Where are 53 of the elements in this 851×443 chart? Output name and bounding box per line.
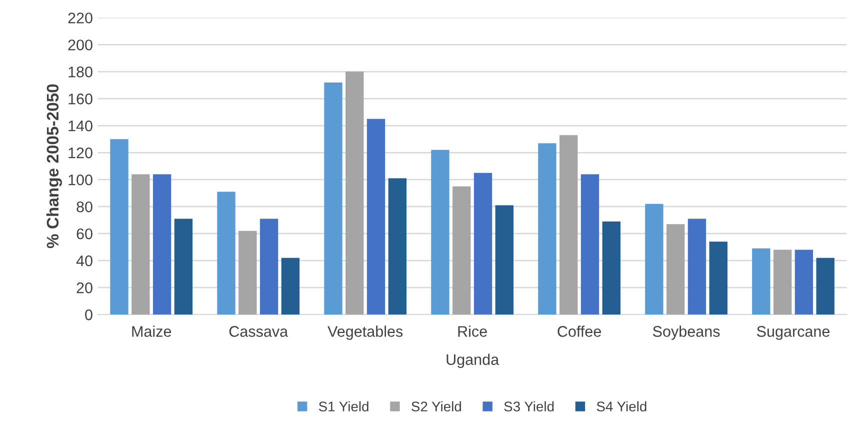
y-tick-label: 100 xyxy=(68,174,92,186)
x-tick-label: Cassava xyxy=(229,326,288,337)
bar xyxy=(666,224,685,315)
y-tick-label: 120 xyxy=(68,148,92,158)
x-tick-label: Vegetables xyxy=(328,326,403,340)
legend-label: S3 Yield xyxy=(504,401,554,412)
x-tick-label: Maize xyxy=(132,326,172,337)
bar xyxy=(388,178,407,315)
y-tick-label: 20 xyxy=(76,282,92,294)
bar xyxy=(452,186,471,315)
y-tick-label: 0 xyxy=(85,309,92,320)
bar xyxy=(580,174,600,315)
bar xyxy=(709,242,728,315)
bar xyxy=(794,250,814,315)
y-tick-label: 200 xyxy=(68,40,92,50)
legend-label: S4 Yield xyxy=(596,401,646,412)
bar xyxy=(174,218,193,315)
x-tick-label: Rice xyxy=(458,326,487,337)
bar xyxy=(260,218,278,315)
bar xyxy=(474,172,492,315)
y-tick-label: 40 xyxy=(76,255,92,266)
bar xyxy=(238,230,257,315)
y-tick-label: 80 xyxy=(76,201,92,212)
y-tick-label: 180 xyxy=(68,66,92,78)
bar xyxy=(366,118,386,315)
y-tick-label: 160 xyxy=(68,94,92,104)
bar xyxy=(816,258,834,315)
bar xyxy=(688,218,706,315)
y-tick-label: 140 xyxy=(68,120,92,132)
bar xyxy=(645,204,664,315)
bar xyxy=(773,250,792,315)
bar xyxy=(217,192,236,315)
bar xyxy=(559,135,578,315)
y-tick-label: 60 xyxy=(76,228,92,240)
bar xyxy=(324,82,342,315)
bar xyxy=(602,221,620,315)
x-tick-label: Coffee xyxy=(558,326,601,337)
x-tick-label: Soybeans xyxy=(652,326,720,340)
bar xyxy=(495,205,514,315)
bar xyxy=(538,143,556,315)
bar xyxy=(110,139,128,315)
bar xyxy=(152,174,172,315)
y-tick-label: 220 xyxy=(68,12,92,24)
bar xyxy=(431,150,450,315)
x-tick-label: Sugarcane xyxy=(757,326,830,340)
x-axis-title: Uganda xyxy=(446,354,500,368)
bar xyxy=(281,258,300,315)
legend-label: S2 Yield xyxy=(412,401,461,412)
bar xyxy=(132,174,150,315)
bar xyxy=(752,248,770,315)
bar xyxy=(346,72,364,315)
legend-label: S1 Yield xyxy=(318,401,368,412)
y-axis-title: % Change 2005-2050 xyxy=(46,84,62,248)
